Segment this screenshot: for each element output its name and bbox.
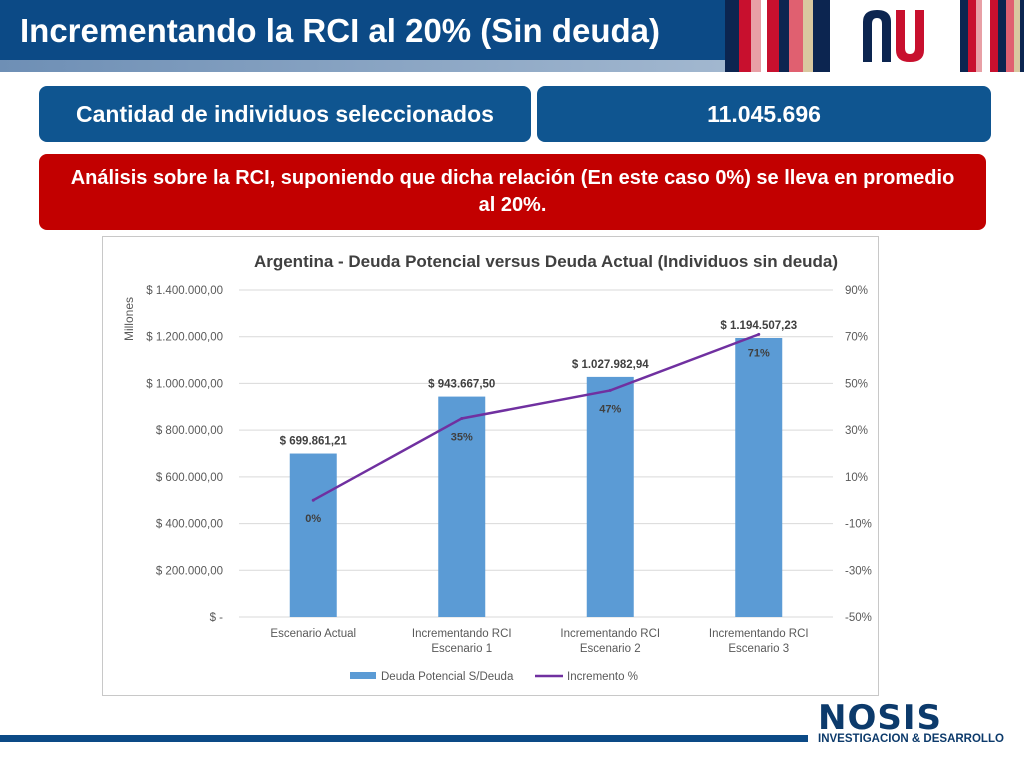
nosis-division: INVESTIGACION & DESARROLLO	[818, 733, 1004, 745]
y2-tick-label: -10%	[845, 519, 872, 531]
y2-tick-label: 50%	[845, 378, 868, 390]
x-tick-label: Escenario 3	[728, 643, 789, 655]
stripe	[767, 0, 779, 72]
y2-tick-label: 10%	[845, 472, 868, 484]
header-band	[0, 0, 725, 60]
y2-tick-label: -50%	[845, 612, 872, 624]
header: Incrementando la RCI al 20% (Sin deuda)	[0, 0, 1024, 72]
line-point	[311, 498, 315, 502]
stripe	[725, 0, 739, 72]
stripe	[1006, 0, 1014, 72]
stripe	[739, 0, 751, 72]
footer-line	[0, 735, 808, 742]
legend-swatch-bar	[350, 672, 376, 679]
line-point	[460, 416, 464, 420]
stripe	[960, 0, 968, 72]
x-tick-label: Incrementando RCI	[709, 628, 809, 640]
line-data-label: 0%	[305, 513, 321, 525]
line-series-increment	[312, 333, 760, 502]
chart-title: Argentina - Deuda Potencial versus Deuda…	[254, 252, 838, 271]
bar	[586, 376, 634, 617]
y2-tick-label: 30%	[845, 425, 868, 437]
decorative-stripes-right	[960, 0, 1024, 72]
line-point	[608, 388, 612, 392]
stripe	[813, 0, 830, 72]
bar	[735, 337, 783, 617]
decorative-stripes-left	[725, 0, 830, 72]
stripe	[751, 0, 761, 72]
page-title: Incrementando la RCI al 20% (Sin deuda)	[20, 12, 660, 49]
stripe	[982, 0, 990, 72]
stripe	[789, 0, 803, 72]
stripe	[968, 0, 976, 72]
legend-label-bar: Deuda Potencial S/Deuda	[381, 671, 514, 683]
x-tick-label: Incrementando RCI	[560, 628, 660, 640]
stripe	[761, 0, 767, 72]
y-tick-label: $ 600.000,00	[156, 472, 223, 484]
line-data-label: 71%	[748, 347, 770, 359]
stripe	[1020, 0, 1024, 72]
nosis-logo: NOSIS INVESTIGACION & DESARROLLO	[818, 698, 1018, 758]
bar-data-label: $ 1.027.982,94	[572, 359, 649, 371]
selected-count-value: 11.045.696	[537, 86, 991, 142]
line-data-label: 35%	[451, 431, 473, 443]
bar	[289, 453, 337, 617]
nosis-brand: NOSIS	[818, 698, 942, 738]
y-tick-label: $ 1.200.000,00	[146, 332, 223, 344]
line-point	[757, 332, 761, 336]
y-tick-label: $ -	[210, 612, 224, 624]
stripe	[1014, 0, 1020, 72]
stripe	[998, 0, 1006, 72]
x-tick-label: Incrementando RCI	[412, 628, 512, 640]
y-tick-label: $ 1.000.000,00	[146, 378, 223, 390]
nu-logo-icon	[863, 10, 924, 62]
selected-count-label: Cantidad de individuos seleccionados	[39, 86, 531, 142]
y2-tick-label: 70%	[845, 332, 868, 344]
bar-data-label: $ 943.667,50	[428, 379, 495, 391]
x-tick-label: Escenario 1	[431, 643, 492, 655]
legend-label-line: Incremento %	[567, 671, 638, 683]
stripe	[976, 0, 982, 72]
y-tick-label: $ 1.400.000,00	[146, 285, 223, 297]
x-tick-label: Escenario Actual	[270, 628, 356, 640]
y2-tick-label: 90%	[845, 285, 868, 297]
analysis-note: Análisis sobre la RCI, suponiendo que di…	[39, 154, 986, 230]
y-tick-label: $ 800.000,00	[156, 425, 223, 437]
brand-logo	[830, 0, 960, 72]
header-grey-band	[0, 60, 830, 72]
bar-data-label: $ 699.861,21	[280, 436, 348, 448]
stripe	[779, 0, 789, 72]
line-data-label: 47%	[599, 403, 621, 415]
bar	[438, 396, 486, 617]
stripe	[803, 0, 813, 72]
y2-tick-label: -30%	[845, 565, 872, 577]
x-tick-label: Escenario 2	[580, 643, 641, 655]
bar-data-label: $ 1.194.507,23	[720, 320, 797, 332]
chart-frame: Argentina - Deuda Potencial versus Deuda…	[102, 236, 879, 696]
y-axis-label: Millones	[122, 297, 136, 341]
y-tick-label: $ 200.000,00	[156, 565, 223, 577]
debt-chart: Argentina - Deuda Potencial versus Deuda…	[122, 252, 872, 683]
y-tick-label: $ 400.000,00	[156, 519, 223, 531]
stripe	[990, 0, 998, 72]
